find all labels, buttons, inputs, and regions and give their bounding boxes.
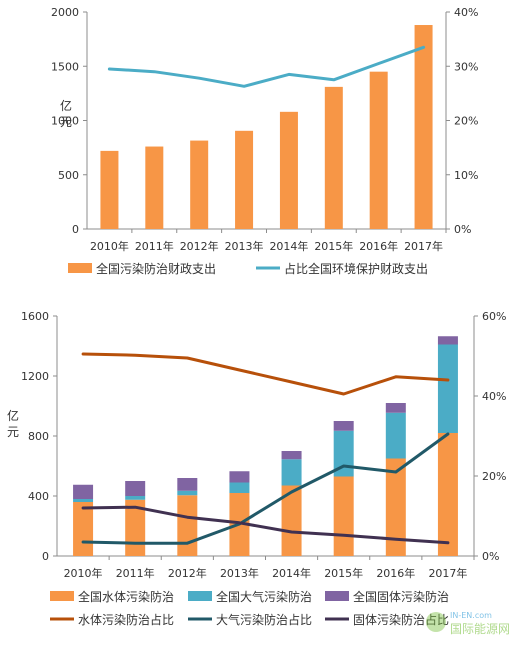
legend-label-1: 占比全国环境保护财政支出: [284, 261, 428, 276]
y-axis-label-char: 元: [7, 425, 19, 439]
x-tick-label: 2013年: [225, 239, 264, 253]
bar-0-5: [324, 86, 343, 230]
right-tick-label: 30%: [454, 60, 478, 73]
legend-swatch-0: [68, 263, 92, 273]
bar-0-0: [73, 502, 94, 556]
right-tick-label: 0%: [454, 223, 471, 236]
watermark: IN-EN.com 国际能源网: [424, 607, 512, 637]
bar-0-2: [177, 495, 198, 556]
left-tick-label: 1600: [21, 310, 49, 323]
x-tick-label: 2010年: [64, 566, 103, 580]
bar-2-0: [73, 484, 94, 499]
x-tick-label: 2016年: [359, 239, 398, 253]
y-axis-label-char: 亿: [7, 408, 19, 423]
right-tick-label: 20%: [454, 115, 478, 128]
bar-0-4: [281, 485, 302, 556]
right-tick-label: 0%: [482, 550, 499, 563]
left-tick-label: 500: [58, 169, 79, 182]
series-line-1: [107, 45, 426, 88]
bar-2-3: [229, 471, 250, 483]
x-tick-label: 2013年: [220, 566, 259, 580]
bar-0-2: [190, 140, 209, 229]
bar-0-4: [279, 111, 298, 229]
bar-0-6: [369, 71, 388, 229]
left-tick-label: 800: [28, 430, 49, 443]
right-tick-label: 60%: [482, 310, 506, 323]
bar-1-5: [333, 430, 354, 477]
legend-label-4: 大气污染防治占比: [216, 612, 312, 627]
left-tick-label: 1200: [21, 370, 49, 383]
legend-label-1: 全国大气污染防治: [216, 589, 312, 604]
bar-2-1: [125, 481, 146, 496]
watermark-brand: IN-EN.com: [450, 611, 492, 620]
x-tick-label: 2010年: [90, 239, 129, 253]
x-tick-label: 2014年: [272, 566, 311, 580]
bar-2-5: [333, 421, 354, 431]
bar-2-4: [281, 451, 302, 460]
x-tick-label: 2011年: [135, 239, 174, 253]
x-tick-label: 2017年: [404, 239, 443, 253]
x-tick-label: 2017年: [428, 566, 467, 580]
chart-2: 0 400 800 1200 1600 0% 20% 40% 60% 亿元 2010年 2011年 20…: [7, 310, 506, 627]
bar-2-7: [437, 336, 458, 345]
bar-1-1: [125, 496, 146, 500]
legend-label-0: 全国水体污染防治: [78, 589, 174, 604]
bar-1-2: [177, 490, 198, 496]
legend-label-0: 全国污染防治财政支出: [96, 261, 216, 276]
legend-swatch-2: [325, 591, 349, 601]
y-axis-label-char: 亿: [60, 98, 72, 113]
series-line-5: [81, 505, 450, 545]
right-tick-label: 40%: [482, 390, 506, 403]
bar-0-5: [333, 476, 354, 556]
x-tick-label: 2015年: [314, 239, 353, 253]
right-tick-label: 10%: [454, 169, 478, 182]
left-tick-label: 1000: [51, 115, 79, 128]
legend-swatch-0: [50, 591, 74, 601]
chart-1: 0 500 1000 1500 2000 0% 10% 20% 30% 40% 亿元 2010年 201…: [51, 6, 478, 276]
bar-1-4: [281, 459, 302, 486]
x-tick-label: 2016年: [376, 566, 415, 580]
series-line-4: [81, 432, 450, 545]
left-tick-label: 0: [42, 550, 49, 563]
watermark-text: 国际能源网: [450, 622, 510, 636]
x-tick-label: 2012年: [168, 566, 207, 580]
bar-2-2: [177, 478, 198, 491]
legend-label-3: 水体污染防治占比: [78, 612, 174, 627]
left-tick-label: 0: [72, 223, 79, 236]
y-axis-label-char: 元: [60, 115, 72, 129]
bar-1-0: [73, 499, 94, 502]
x-tick-label: 2014年: [269, 239, 308, 253]
series-line-3: [81, 352, 450, 396]
legend-swatch-1: [188, 591, 212, 601]
bar-0-7: [414, 25, 433, 229]
x-tick-label: 2012年: [180, 239, 219, 253]
bar-0-1: [145, 146, 164, 229]
left-tick-label: 1500: [51, 60, 79, 73]
legend-label-2: 全国固体污染防治: [353, 589, 449, 604]
bar-0-3: [235, 130, 254, 229]
bar-0-0: [100, 150, 119, 229]
left-tick-label: 2000: [51, 6, 79, 19]
legend-label-5: 固体污染防治占比: [353, 612, 449, 627]
x-tick-label: 2015年: [324, 566, 363, 580]
bar-1-7: [437, 344, 458, 433]
left-tick-label: 400: [28, 490, 49, 503]
bar-1-3: [229, 482, 250, 493]
right-tick-label: 40%: [454, 6, 478, 19]
bar-0-7: [437, 433, 458, 556]
bar-1-6: [385, 412, 406, 459]
right-tick-label: 20%: [482, 470, 506, 483]
x-tick-label: 2011年: [116, 566, 155, 580]
bar-0-6: [385, 458, 406, 556]
watermark-logo-icon: [426, 612, 446, 632]
bar-2-6: [385, 403, 406, 413]
